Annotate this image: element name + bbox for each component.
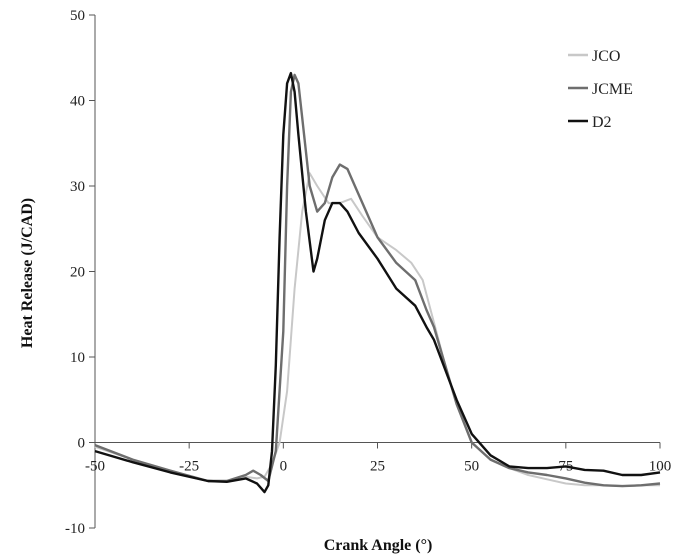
y-axis-title: Heat Release (J/CAD) [19,198,36,348]
y-tick-label: 40 [70,94,85,110]
legend-label-jco: JCO [592,48,620,65]
x-tick-label: 0 [280,459,288,475]
legend: JCO JCME D2 [568,48,633,131]
y-tick-label: 50 [70,8,85,24]
x-tick-label: 50 [464,459,479,475]
y-tick-label: 0 [78,436,86,452]
series-layer [94,71,661,494]
series-line-d2 [94,71,661,494]
y-tick-label: 20 [70,265,85,281]
series-line-jco [94,172,660,488]
x-tick-label: -50 [85,459,105,475]
y-tick-label: 30 [70,179,85,195]
series-line-jcme [94,73,661,488]
y-tick-label: 10 [70,350,85,366]
y-tick-label: -10 [65,521,85,537]
x-tick-label: -25 [179,459,199,475]
x-axis-title: Crank Angle (°) [324,537,433,554]
x-tick-label: 100 [649,459,672,475]
legend-label-d2: D2 [592,114,612,131]
x-tick-label: 25 [370,459,385,475]
legend-label-jcme: JCME [592,81,633,98]
